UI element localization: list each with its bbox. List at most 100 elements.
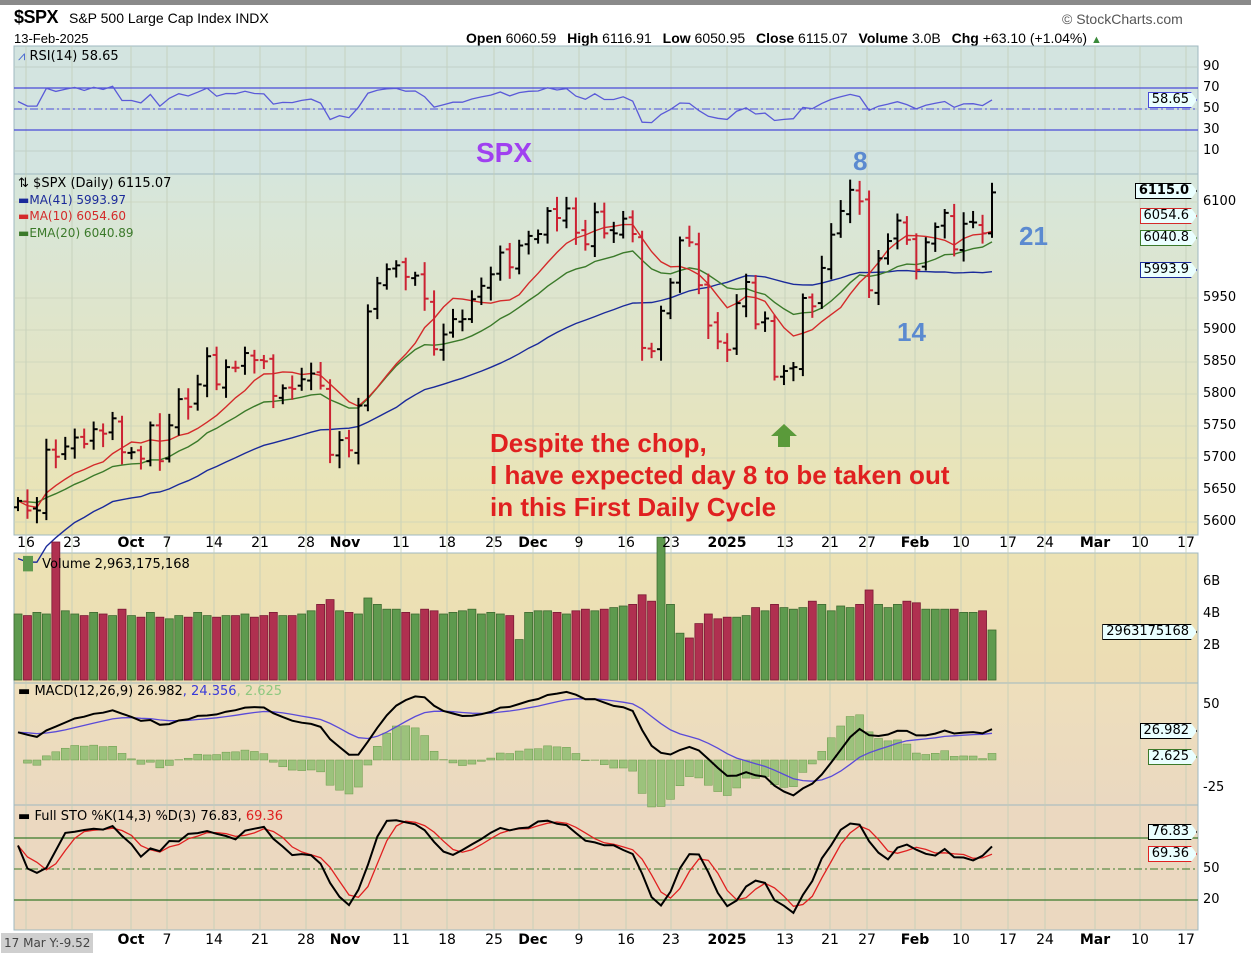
macd-histogram-bar [448, 759, 458, 764]
bottom-date-tick-label: Nov [329, 932, 361, 948]
volume-bar [32, 612, 42, 681]
price-bar [430, 290, 439, 356]
price-bar [477, 277, 486, 306]
date-tick-label: 21 [821, 535, 839, 551]
axis-tick-label: 2B [1203, 638, 1221, 653]
spx-annotation: SPX [476, 137, 533, 168]
volume-bar [458, 610, 467, 681]
price-legend-text: $SPX (Daily) 6115.07 [33, 176, 172, 191]
macd-histogram-bar [231, 751, 240, 761]
volume-bar [70, 613, 80, 681]
macd-histogram-bar [108, 746, 117, 761]
macd-histogram-bar [250, 751, 259, 761]
ema20-legend-text: EMA(20) 6040.89 [29, 226, 134, 240]
volume-bar [221, 615, 231, 681]
date-tick-label: Feb [900, 535, 930, 551]
axis-tick-label: 6100 [1203, 194, 1237, 209]
volume-bar [410, 613, 420, 681]
macd-histogram-bar [949, 756, 959, 761]
macd-histogram-bar [978, 758, 987, 761]
price-bar [742, 273, 751, 318]
axis-tick-label: 5700 [1203, 450, 1237, 465]
volume-bar [391, 608, 401, 681]
volume-bar [363, 597, 373, 681]
macd-histogram-bar [637, 759, 647, 794]
macd-histogram-bar [429, 750, 439, 761]
up-arrow-icon: ▲ [1090, 34, 1102, 46]
price-bar [108, 411, 117, 441]
price-bar [959, 212, 968, 262]
volume-bar [874, 604, 883, 681]
price-bar [553, 196, 562, 232]
volume-bar [911, 602, 921, 681]
price-bar [931, 222, 940, 252]
macd-histogram-bar [571, 753, 581, 761]
volume-bar [751, 607, 760, 681]
price-bar [326, 379, 335, 464]
price-bar [496, 245, 505, 281]
macd-histogram-bar [826, 737, 836, 761]
volume-bar [713, 618, 723, 681]
price-bar [448, 308, 457, 338]
axis-tick-label: 30 [1203, 122, 1220, 137]
price-bar [486, 266, 495, 301]
volume-bar [448, 612, 458, 681]
bottom-date-tick-label: Oct [117, 932, 145, 948]
macd-histogram-bar [751, 759, 760, 779]
macd-histogram-bar [212, 754, 221, 761]
price-bar [401, 257, 410, 291]
price-bar [590, 202, 599, 258]
price-bar [127, 447, 136, 460]
rsi-line [17, 85, 993, 124]
date-tick-label: 23 [63, 535, 81, 551]
volume-bar [382, 608, 392, 681]
volume-bar [127, 615, 136, 681]
price-bar [704, 273, 713, 339]
volume-bar [684, 637, 694, 681]
stockcharts-brand[interactable]: © StockCharts.com [1062, 11, 1183, 27]
macd-histogram-bar [722, 759, 732, 796]
bottom-date-tick-label: 21 [821, 932, 839, 948]
date-tick-label: 16 [17, 535, 35, 551]
macd-histogram-bar [628, 759, 637, 772]
volume-bar [940, 608, 950, 681]
volume-bar [855, 604, 865, 681]
close-label: Close [756, 30, 795, 46]
low-label: Low [662, 30, 691, 46]
macd-histogram-bar [42, 755, 51, 761]
macd-histogram-bar [987, 753, 997, 761]
open-value: 6060.59 [505, 30, 557, 46]
volume-bar [949, 608, 959, 681]
sto-line-icon: ▬ [18, 809, 31, 824]
date-tick-label: Oct [117, 535, 145, 551]
price-bar [193, 374, 202, 411]
date-tick-label: 2025 [707, 535, 747, 551]
macd-histogram-bar [855, 714, 864, 761]
price-bar [373, 276, 382, 320]
window-top-bar [0, 0, 1251, 5]
volume-label: Volume [858, 30, 909, 46]
macd-histogram-bar [713, 759, 723, 792]
price-bar [278, 384, 287, 405]
axis-tick-label: 50 [1203, 696, 1220, 712]
date-tick-label: 17 [999, 535, 1017, 551]
volume-bar [344, 612, 354, 681]
price-bar [80, 428, 89, 449]
price-bar [250, 349, 259, 374]
volume-bar [930, 608, 940, 681]
axis-tick-label: 5800 [1203, 386, 1237, 401]
price-bar [619, 210, 628, 239]
price-bar [288, 375, 297, 400]
date-tick-label: Nov [329, 535, 361, 551]
date-tick-label: 9 [574, 535, 584, 551]
bottom-date-tick-label: 23 [662, 932, 680, 948]
volume-bar [145, 612, 155, 681]
volume-bar [722, 616, 732, 681]
volume-bar [505, 615, 515, 681]
bottom-date-tick-label: 16 [617, 932, 635, 948]
rsi-legend-text: RSI(14) 58.65 [29, 49, 119, 64]
macd-histogram-bar [798, 759, 808, 773]
price-bar [99, 423, 108, 448]
volume-bar [325, 599, 335, 681]
